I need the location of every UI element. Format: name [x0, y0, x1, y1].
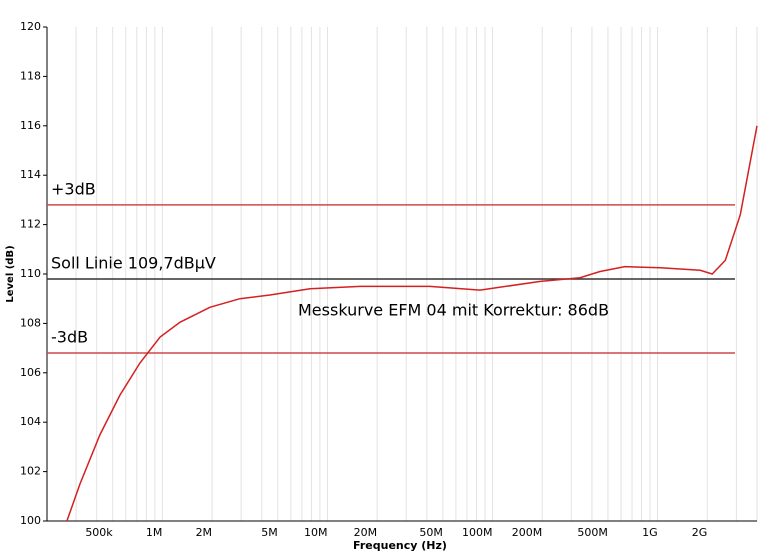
y-tick-label: 104 [20, 415, 41, 428]
reference-label: +3dB [51, 179, 96, 198]
y-tick-label: 110 [20, 267, 41, 280]
y-tick-label: 112 [20, 218, 41, 231]
x-tick-label: 500M [577, 526, 608, 539]
x-tick-label: 10M [304, 526, 328, 539]
y-tick-label: 120 [20, 20, 41, 33]
data-line [66, 125, 758, 522]
annotation: Messkurve EFM 04 mit Korrektur: 86dB [298, 301, 609, 320]
y-tick-label: 102 [20, 465, 41, 478]
y-tick-label: 108 [20, 316, 41, 329]
x-tick-label: 200M [512, 526, 543, 539]
x-tick-label: 500k [85, 526, 113, 539]
x-axis-label: Frequency (Hz) [353, 539, 447, 552]
x-tick-label: 20M [354, 526, 378, 539]
y-tick-label: 114 [20, 168, 41, 181]
y-tick-label: 106 [20, 366, 41, 379]
x-tick-label: 2M [196, 526, 213, 539]
reference-label: Soll Linie 109,7dBµV [51, 253, 216, 272]
y-tick-label: 116 [20, 119, 41, 132]
x-tick-label: 1M [146, 526, 163, 539]
x-tick-label: 1G [642, 526, 658, 539]
x-tick-label: 50M [419, 526, 443, 539]
x-tick-label: 5M [261, 526, 278, 539]
x-tick-label: 2G [692, 526, 708, 539]
y-tick-label: 100 [20, 514, 41, 527]
y-tick-label: 118 [20, 69, 41, 82]
y-axis-label: Level (dB) [5, 245, 16, 302]
reference-label: -3dB [51, 328, 88, 347]
x-tick-label: 100M [462, 526, 493, 539]
